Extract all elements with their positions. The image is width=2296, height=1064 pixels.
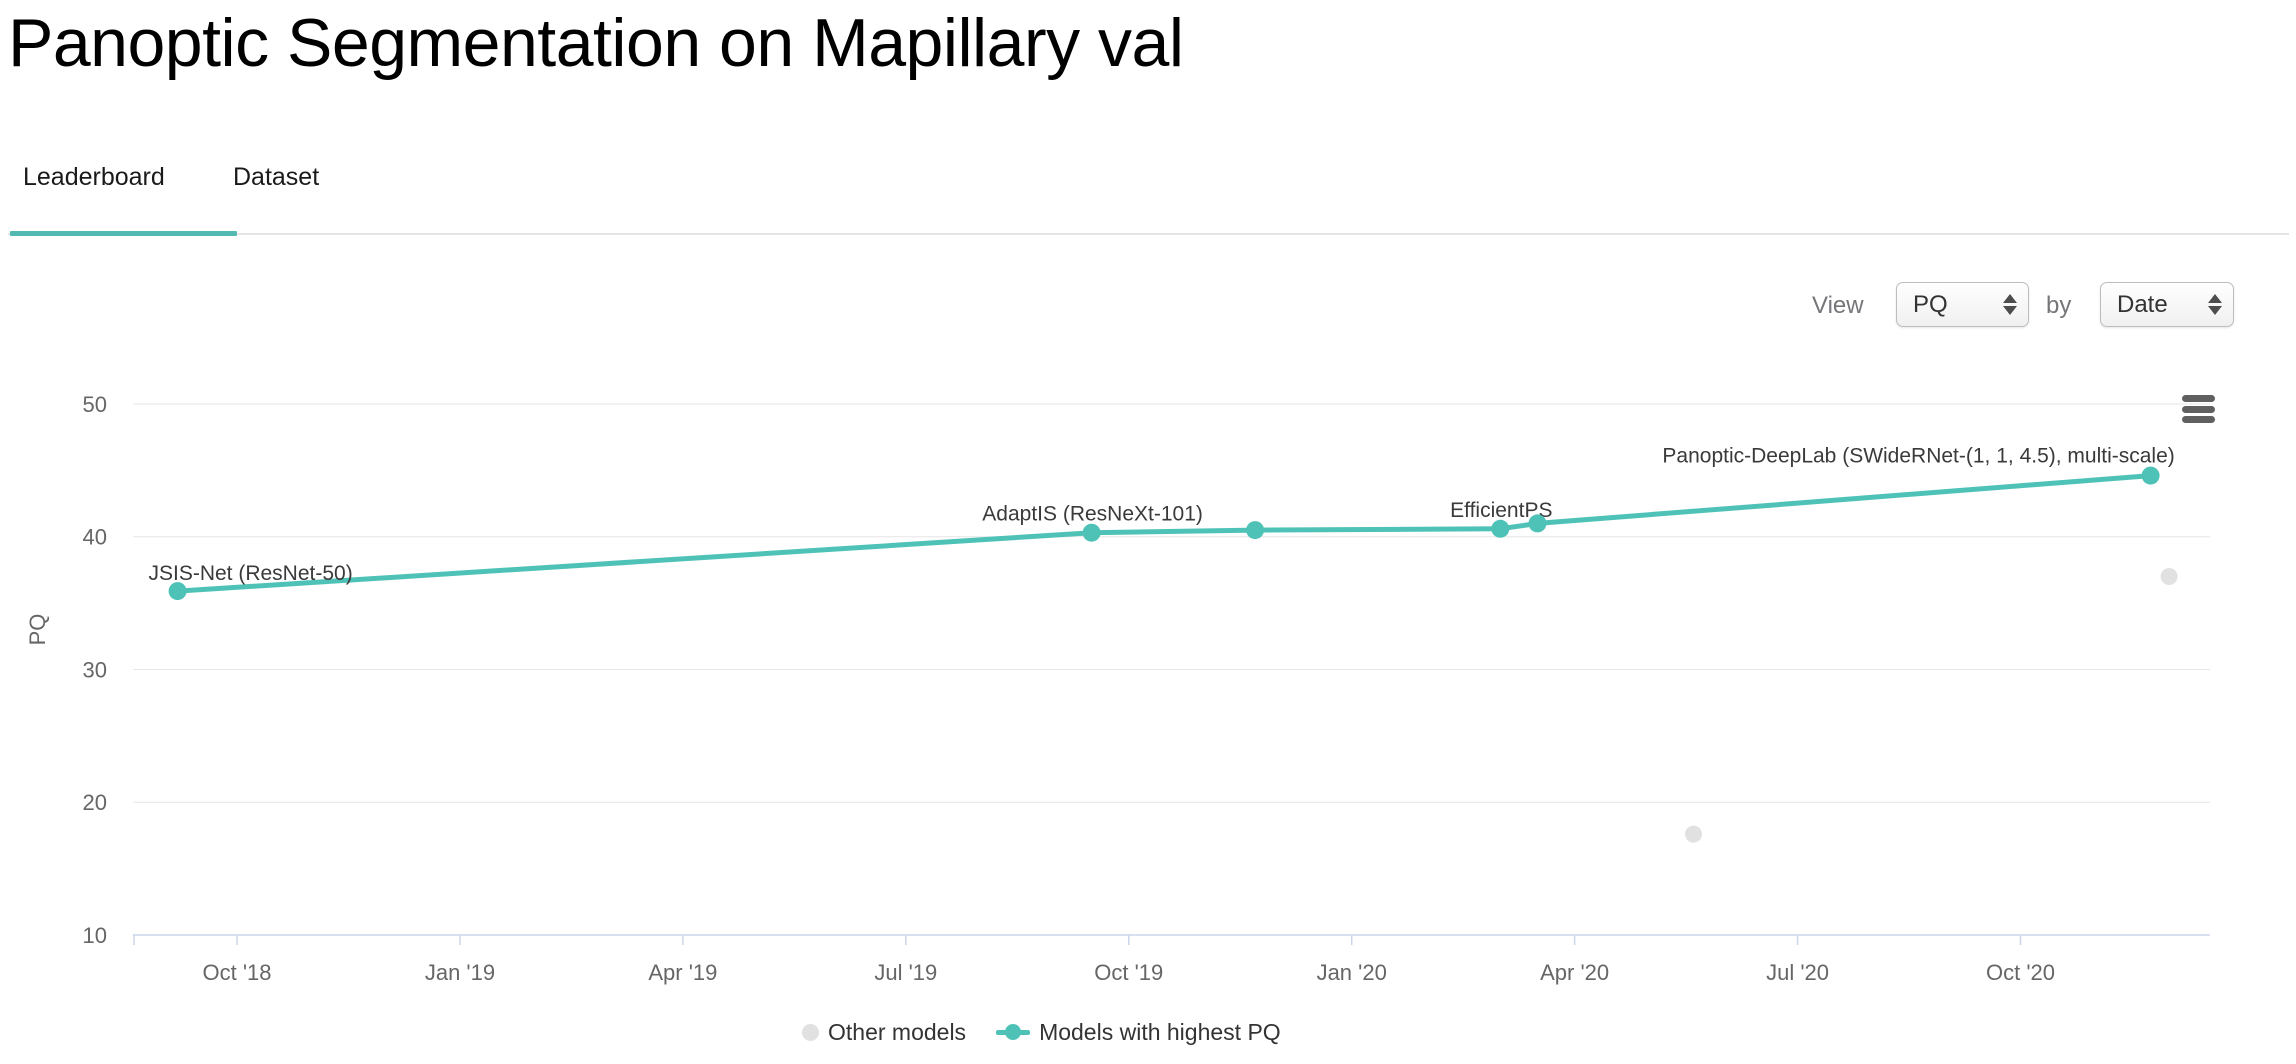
select-spinner-arrows-icon: [2208, 294, 2222, 315]
page-title: Panoptic Segmentation on Mapillary val: [8, 5, 1184, 81]
data-point[interactable]: [1528, 514, 1547, 533]
y-tick-label: 10: [83, 923, 107, 948]
tab-leaderboard[interactable]: Leaderboard: [23, 163, 165, 191]
x-tick-label: Apr '19: [648, 960, 717, 985]
data-point[interactable]: [2160, 568, 2178, 585]
x-tick-label: Oct '20: [1986, 960, 2055, 985]
y-tick-label: 30: [83, 657, 107, 682]
y-tick-label: 40: [83, 525, 107, 550]
y-tick-label: 20: [83, 790, 107, 815]
data-point[interactable]: [1082, 523, 1101, 542]
data-point[interactable]: [168, 582, 187, 601]
sort-select[interactable]: Date: [2100, 282, 2234, 327]
data-point[interactable]: [2141, 466, 2160, 485]
data-point-label: JSIS-Net (ResNet-50): [148, 562, 352, 585]
active-tab-underline-indicator: [10, 231, 237, 236]
by-label: by: [2046, 292, 2072, 319]
data-point[interactable]: [1685, 825, 1702, 843]
sort-select-value: Date: [2117, 290, 2168, 318]
metric-select[interactable]: PQ: [1896, 282, 2029, 327]
legend-label: Other models: [828, 1018, 967, 1045]
tabs-divider: [8, 233, 2289, 235]
hamburger-bar: [2182, 405, 2215, 413]
select-spinner-arrows-icon: [2003, 294, 2017, 315]
other-models-dot-icon: [802, 1023, 819, 1041]
view-label: View: [1812, 292, 1864, 319]
data-point-label: AdaptIS (ResNeXt-101): [982, 503, 1203, 526]
legend-item-highest-pq[interactable]: Models with highest PQ: [996, 1019, 1281, 1046]
data-point-label: Panoptic-DeepLab (SWideRNet-(1, 1, 4.5),…: [1662, 445, 2174, 468]
data-point[interactable]: [1491, 519, 1510, 538]
chart-legend: Other models Models with highest PQ: [802, 1011, 1281, 1053]
chart-menu-icon[interactable]: [2182, 395, 2216, 423]
tab-dataset[interactable]: Dataset: [233, 163, 320, 191]
x-tick-label: Jan '20: [1317, 960, 1387, 985]
x-tick-label: Jul '19: [874, 960, 937, 985]
x-tick-label: Oct '19: [1094, 960, 1163, 985]
legend-item-other-models[interactable]: Other models: [802, 1019, 966, 1046]
legend-label: Models with highest PQ: [1039, 1018, 1281, 1045]
x-tick-label: Oct '18: [203, 960, 272, 985]
data-point-label: EfficientPS: [1450, 499, 1552, 522]
y-axis-title: PQ: [25, 614, 50, 646]
x-tick-label: Jul '20: [1766, 960, 1829, 985]
data-point[interactable]: [1246, 521, 1265, 540]
y-tick-label: 50: [83, 392, 107, 417]
marker-dot: [1005, 1024, 1022, 1040]
highest-pq-line-marker-icon: [996, 1024, 1031, 1040]
x-tick-label: Jan '19: [425, 960, 495, 985]
metric-select-value: PQ: [1913, 290, 1948, 318]
hamburger-bar: [2182, 395, 2215, 402]
hamburger-bar: [2182, 416, 2215, 423]
highest-pq-trend-line: [175, 473, 2154, 594]
x-tick-label: Apr '20: [1540, 960, 1609, 985]
